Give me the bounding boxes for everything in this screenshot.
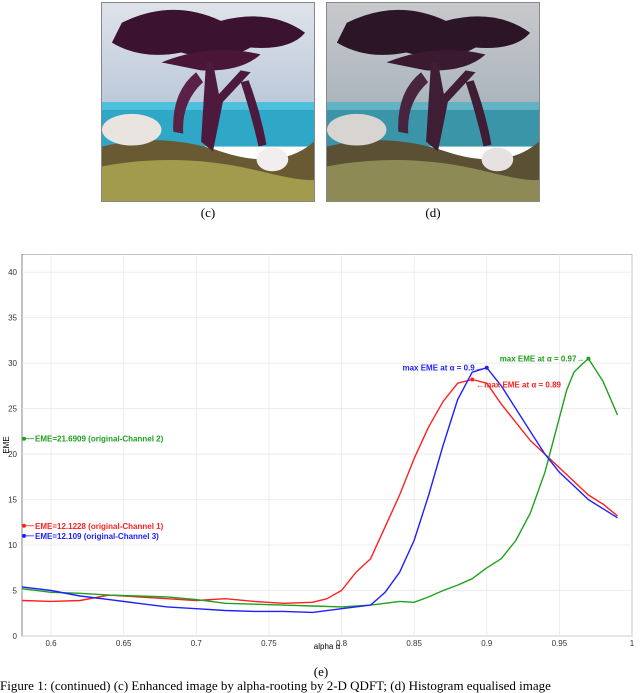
annotations: EME=21.6909 (original-Channel 2) EME=12.1… — [22, 355, 591, 541]
y-tick-label: 30 — [8, 359, 17, 368]
annotation-marker — [22, 523, 26, 528]
x-tick-label: 0.65 — [116, 639, 132, 648]
annotation-max-channel-3: max EME at α = 0.9→ — [402, 364, 482, 373]
annotation-original-channel-2: EME=21.6909 (original-Channel 2) — [35, 435, 164, 444]
series-channel-2 — [21, 357, 619, 608]
subfigure-label-c: (c) — [200, 205, 216, 220]
x-tick-label: 0.75 — [261, 639, 277, 648]
y-tick-label: 10 — [8, 541, 17, 550]
series-channel-3 — [21, 366, 618, 614]
y-tick-label: 25 — [8, 405, 17, 414]
annotation-marker — [22, 436, 26, 441]
x-axis-label: alpha α — [314, 642, 341, 651]
annotation-marker — [22, 533, 26, 538]
subfigure-label-d: (d) — [425, 205, 441, 220]
enhanced-image-c — [101, 2, 315, 202]
peak-marker — [484, 365, 489, 370]
plot-area — [21, 254, 633, 637]
y-axis-label: EME — [2, 436, 11, 453]
x-tick-label: 0.7 — [191, 639, 203, 648]
y-tick-label: 20 — [8, 450, 17, 459]
y-tick-label: 5 — [13, 587, 18, 596]
x-tick-label: 0.85 — [406, 639, 422, 648]
x-tick-label: 0.9 — [481, 639, 493, 648]
axis-ticks: 0.6 0.65 0.7 0.75 0.8 0.85 0.9 0.95 105101520253… — [8, 268, 635, 648]
subfigure-label-e: (e) — [313, 664, 329, 679]
annotation-original-channel-1: EME=12.1228 (original-Channel 1) — [35, 522, 164, 531]
x-tick-label: 0.8 — [336, 639, 348, 648]
x-tick-label: 1 — [630, 639, 635, 648]
x-tick-label: 0.95 — [552, 639, 568, 648]
y-tick-label: 0 — [13, 632, 18, 641]
series-channel-1 — [21, 378, 618, 604]
grid — [22, 254, 633, 637]
eme-chart: 0.6 0.65 0.7 0.75 0.8 0.85 0.9 0.95 1 0 5 10 15 20 25 3… — [0, 254, 640, 666]
annotation-max-channel-2: max EME at α = 0.97→ — [500, 355, 585, 364]
figure-caption: Figure 1: (continued) (c) Enhanced image… — [0, 678, 551, 693]
peak-marker — [586, 356, 591, 361]
peak-marker — [470, 377, 475, 382]
annotation-original-channel-3: EME=12.109 (original-Channel 3) — [35, 532, 159, 541]
annotation-max-channel-1: ←max EME at α = 0.89 — [476, 381, 561, 390]
y-tick-label: 35 — [8, 314, 17, 323]
series-lines — [21, 357, 619, 614]
y-tick-label: 15 — [8, 496, 17, 505]
equalised-image-d — [326, 2, 540, 202]
y-tick-label: 40 — [8, 268, 17, 277]
x-tick-label: 0.6 — [45, 639, 57, 648]
